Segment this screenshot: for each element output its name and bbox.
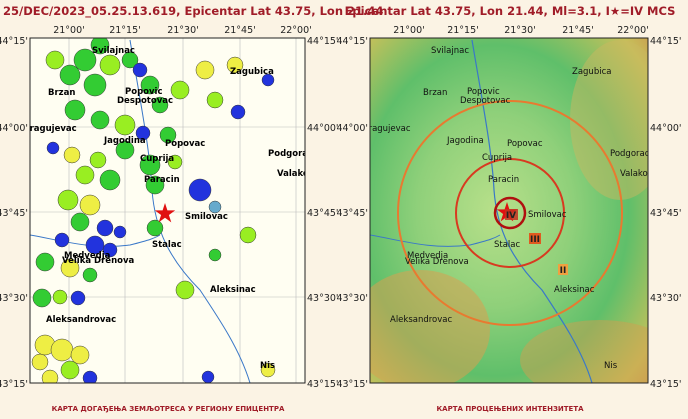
city: Kragujevac [23,124,77,134]
city: Paracin [488,175,519,185]
x-tick-label: 22°00' [617,25,649,36]
city: Podgorac [610,149,650,159]
intensity-label: III [530,235,540,245]
right-title: Epicentar Lat 43.75, Lon 21.44, Ml=3.1, … [345,4,676,18]
city: Podgorac [268,149,313,159]
y-tick-label: 44°00' [336,123,368,134]
city: Aleksinac [554,285,595,295]
city: Stalac [494,240,521,250]
event-map: Svilajnac Zagubica Brzan Popovic Despoto… [23,38,324,383]
city: Smilovac [185,212,228,222]
caption: КАРТА ПРОЦЕЊЕНИХ ИНТЕНЗИТЕТА [436,405,584,413]
left-title: 25/DEC/2023_05.25.13.619, Epicentar Lat … [3,4,383,19]
y-tick-label: 43°15' [0,379,28,390]
city: Svilajnac [92,46,135,56]
y-tick-label: 43°15' [336,379,368,390]
x-tick-label: 21°00' [393,25,425,36]
city: Aleksinac [210,285,256,295]
y-tick-label: 43°15' [307,379,339,390]
city: Popovac [507,139,543,149]
y-tick-label: 44°15' [650,36,682,47]
city: Popovic [125,87,163,97]
x-tick-label: 21°30' [167,25,199,36]
city: Stalac [152,240,182,250]
city: Valakonje [277,169,324,179]
city: Medvedja [64,251,111,261]
city: Jagodina [446,136,484,146]
intensity-label: II [560,266,567,276]
city: Paracin [144,175,180,185]
city: Velika Drenova [62,256,134,266]
y-tick-label: 44°15' [0,36,28,47]
city: Zagubica [572,67,611,77]
city: Despotovac [117,96,173,106]
x-tick-label: 21°45' [224,25,256,36]
x-tick-label: 21°00' [53,25,85,36]
y-tick-label: 44°00' [650,123,682,134]
city: Brzan [48,88,75,98]
y-tick-label: 44°00' [307,123,339,134]
city: Nis [604,361,618,371]
city: Nis [260,361,275,371]
y-tick-label: 43°15' [650,379,682,390]
city: Velika Drenova [405,257,469,267]
city: Aleksandrovac [390,315,452,325]
y-tick-label: 43°30' [336,293,368,304]
city: Cuprija [140,154,174,164]
x-tick-label: 21°45' [562,25,594,36]
x-tick-label: 22°00' [280,25,312,36]
caption: КАРТА ДОГАЂЕЊА ЗЕМЉОТРЕСА У РЕГИОНУ ЕПИЦ… [52,405,285,413]
city-labels: Svilajnac Zagubica Brzan Popovic Despoto… [363,46,661,371]
city: Aleksandrovac [46,315,116,325]
y-tick-label: 43°30' [307,293,339,304]
intensity-map: IV III II Svilajnac Zagubica Brzan Popov… [363,38,661,383]
city: Despotovac [460,96,511,106]
y-tick-label: 43°45' [650,208,682,219]
y-tick-label: 43°30' [0,293,28,304]
city: Jagodina [103,136,146,146]
city: Svilajnac [431,46,469,56]
y-tick-label: 44°15' [336,36,368,47]
x-tick-label: 21°15' [447,25,479,36]
city-labels: Svilajnac Zagubica Brzan Popovic Despoto… [23,46,324,371]
city: Brzan [423,88,447,98]
y-tick-label: 43°45' [336,208,368,219]
city: Popovac [165,139,205,149]
y-tick-label: 44°00' [0,123,28,134]
city: Kragujevac [363,124,411,134]
x-tick-label: 21°30' [504,25,536,36]
y-tick-label: 43°30' [650,293,682,304]
x-tick-label: 21°15' [109,25,141,36]
city: Smilovac [528,210,567,220]
city: Medvedja [407,251,448,261]
city: Zagubica [230,67,274,77]
city: Popovic [467,87,500,97]
city: Cuprija [482,153,512,163]
intensity-label: IV [506,211,516,221]
y-tick-label: 44°15' [307,36,339,47]
y-tick-label: 43°45' [307,208,339,219]
city: Valakonje [620,169,661,179]
y-tick-label: 43°45' [0,208,28,219]
